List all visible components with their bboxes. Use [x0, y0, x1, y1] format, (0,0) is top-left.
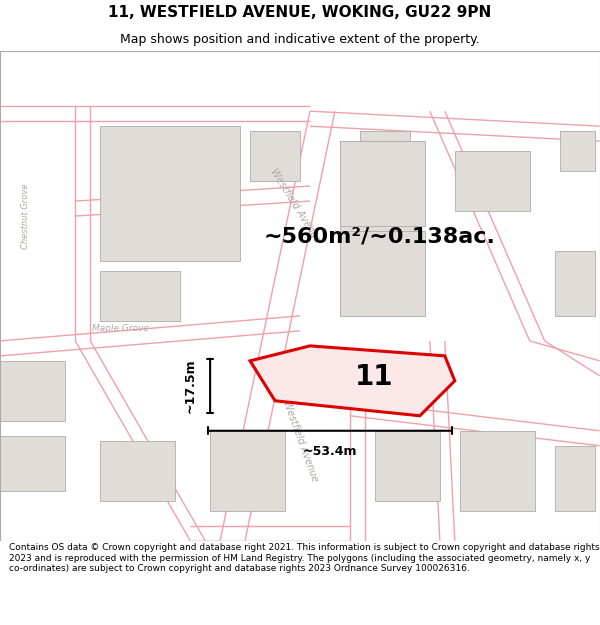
Polygon shape — [340, 231, 425, 316]
Polygon shape — [100, 441, 175, 501]
Polygon shape — [100, 126, 240, 261]
Text: Westfield Avenue: Westfield Avenue — [281, 399, 319, 482]
Polygon shape — [360, 131, 410, 181]
Polygon shape — [340, 141, 425, 226]
Polygon shape — [554, 446, 595, 511]
Text: Map shows position and indicative extent of the property.: Map shows position and indicative extent… — [120, 34, 480, 46]
Polygon shape — [100, 271, 180, 321]
Text: Chestnut Grove: Chestnut Grove — [21, 183, 30, 249]
Text: 11, WESTFIELD AVENUE, WOKING, GU22 9PN: 11, WESTFIELD AVENUE, WOKING, GU22 9PN — [109, 5, 491, 20]
Text: ~53.4m: ~53.4m — [303, 445, 357, 458]
Polygon shape — [340, 141, 420, 316]
Polygon shape — [554, 251, 595, 316]
Polygon shape — [455, 151, 530, 211]
Polygon shape — [460, 431, 535, 511]
Polygon shape — [560, 131, 595, 171]
Text: ~560m²/~0.138ac.: ~560m²/~0.138ac. — [264, 226, 496, 246]
Polygon shape — [1, 436, 65, 491]
Polygon shape — [250, 346, 455, 416]
Text: Contains OS data © Crown copyright and database right 2021. This information is : Contains OS data © Crown copyright and d… — [9, 543, 599, 573]
Polygon shape — [250, 131, 300, 181]
Polygon shape — [210, 431, 285, 511]
Polygon shape — [340, 141, 420, 216]
Text: Westfield Avenue: Westfield Avenue — [268, 167, 322, 245]
Text: Maple Grove: Maple Grove — [92, 324, 149, 333]
Polygon shape — [1, 361, 65, 421]
Text: ~17.5m: ~17.5m — [183, 359, 196, 413]
Polygon shape — [375, 431, 440, 501]
Text: 11: 11 — [355, 362, 394, 391]
